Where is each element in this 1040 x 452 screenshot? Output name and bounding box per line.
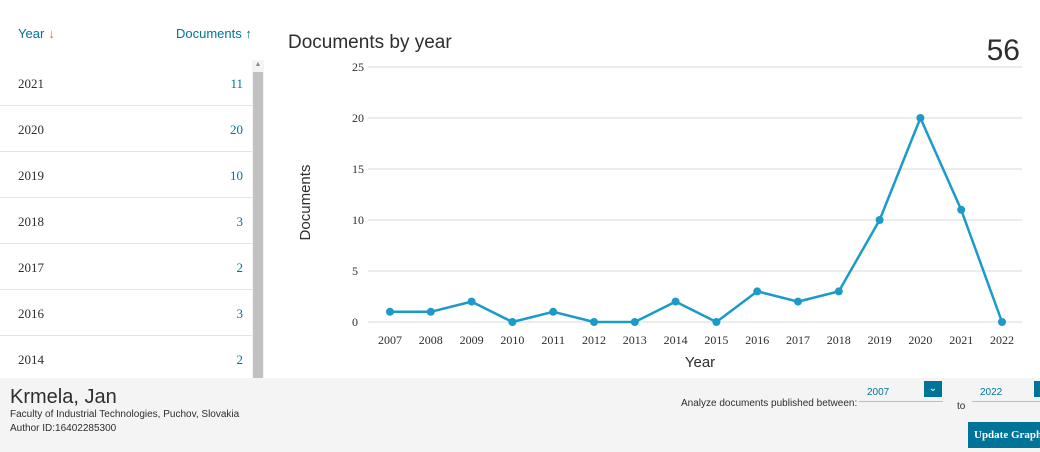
year-cell: 2021 [18,76,44,91]
y-tick-label: 20 [352,111,364,125]
x-tick-label: 2018 [827,333,851,347]
data-point [549,307,558,316]
table-row: 2020 20 [0,106,252,152]
x-tick-label: 2017 [786,333,810,347]
data-point [590,318,598,326]
table-row: 2019 10 [0,152,252,198]
x-tick-label: 2013 [623,333,647,347]
data-point [426,307,435,316]
analyze-range-label: Analyze documents published between: [681,398,858,409]
year-cell: 2018 [18,214,44,229]
data-point [875,216,884,224]
documents-table-panel: Year ↓ Documents ↑ 2021 11 2020 20 2019 1… [0,0,265,378]
x-tick-label: 2008 [419,333,443,347]
scroll-up-icon[interactable]: ▲ [254,61,262,68]
x-tick-label: 2020 [908,333,932,347]
to-year-select[interactable]: 2022 ⌄ [972,381,1040,402]
to-year-value: 2022 [980,387,1003,398]
count-link[interactable]: 11 [230,76,243,91]
from-year-value: 2007 [867,387,890,398]
x-tick-label: 2011 [541,333,565,347]
count-link[interactable]: 10 [230,168,243,183]
y-tick-label: 10 [352,213,364,227]
data-point [753,287,762,296]
sort-by-year-header[interactable]: Year ↓ [18,26,55,41]
count-link[interactable]: 3 [236,306,244,321]
sort-down-arrow-icon: ↓ [48,26,55,41]
x-tick-label: 2014 [664,333,688,347]
sort-up-arrow-icon: ↑ [245,26,252,41]
documents-by-year-chart: 0 5 10 15 20 25 2007 2008 2009 2010 2011 2012 2013 20… [297,60,1022,371]
year-cell: 2014 [18,352,44,367]
x-tick-label: 2015 [704,333,728,347]
series-line [390,116,1004,324]
data-point [712,318,721,326]
x-axis-title: Year [685,354,715,371]
x-tick-label: 2009 [460,333,484,347]
data-point [467,297,476,306]
x-tick-label: 2016 [745,333,769,347]
documents-header-label: Documents [176,26,242,41]
total-documents-count: 56 [986,34,1020,67]
count-link[interactable]: 2 [236,260,244,275]
data-point [957,205,966,214]
year-table-body[interactable]: 2021 11 2020 20 2019 10 2018 3 2017 2 20… [0,60,252,378]
data-point [916,114,925,122]
data-point [671,297,680,306]
x-tick-label: 2007 [378,333,402,347]
author-footer: Krmela, Jan Faculty of Industrial Techno… [0,378,1040,452]
y-tick-label: 15 [352,162,364,176]
table-row: 2017 2 [0,244,252,290]
update-graph-button[interactable]: Update Graph [968,422,1040,448]
year-header-label: Year [18,26,45,41]
x-tick-label: 2012 [582,333,606,347]
count-link[interactable]: 20 [230,122,243,137]
y-tick-label: 0 [352,315,358,329]
table-row: 2016 3 [0,290,252,336]
count-link[interactable]: 3 [236,214,244,229]
data-point [386,307,394,316]
year-cell: 2019 [18,168,44,183]
chevron-down-icon[interactable]: ⌄ [924,381,942,397]
data-point [794,297,802,306]
y-tick-label: 25 [352,60,364,74]
x-tick-label: 2010 [500,333,524,347]
scrollbar-thumb[interactable] [253,72,263,378]
year-cell: 2020 [18,122,44,137]
table-row: 2021 11 [0,60,252,106]
count-link[interactable]: 2 [236,352,244,367]
to-label: to [957,401,966,412]
data-point [834,287,843,296]
chart-title: Documents by year [288,32,452,53]
y-tick-label: 5 [352,264,358,278]
x-tick-label: 2019 [868,333,892,347]
y-axis-title: Documents [297,165,314,241]
author-name: Krmela, Jan [10,386,117,408]
from-year-select[interactable]: 2007 ⌄ [859,381,943,402]
table-row: 2014 2 [0,336,252,378]
year-cell: 2017 [18,260,44,275]
chevron-down-icon[interactable]: ⌄ [1034,381,1040,397]
table-row: 2018 3 [0,198,252,244]
data-point [998,318,1006,326]
data-point [508,318,517,326]
data-point [630,318,639,326]
author-id: Author ID:16402285300 [10,423,117,434]
sort-by-documents-header[interactable]: Documents ↑ [176,26,252,41]
x-tick-label: 2021 [949,333,973,347]
x-tick-label: 2022 [990,333,1014,347]
year-cell: 2016 [18,306,44,321]
author-affiliation: Faculty of Industrial Technologies, Puch… [10,409,240,420]
